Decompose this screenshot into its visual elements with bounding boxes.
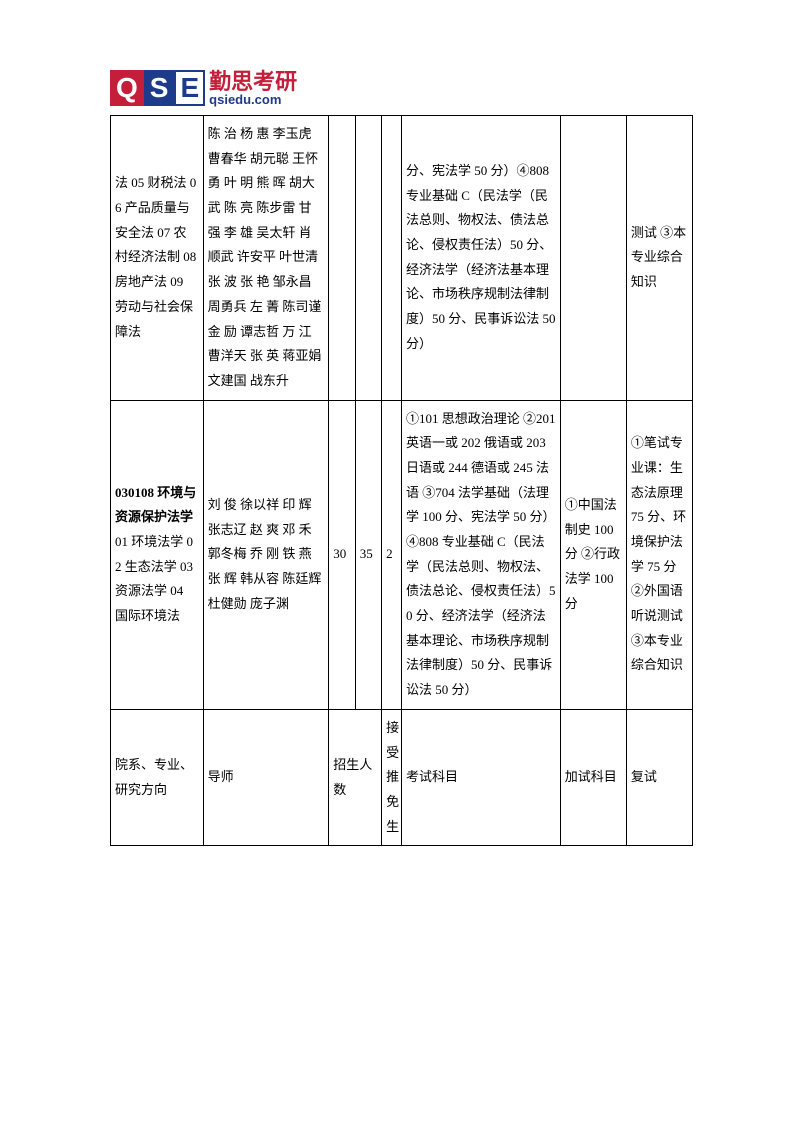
cell-tutor: 刘 俊 徐以祥 印 辉 张志辽 赵 爽 邓 禾 郭冬梅 乔 刚 铁 燕 张 辉 … bbox=[203, 400, 329, 709]
logo-icon: Q S E bbox=[110, 70, 205, 106]
header-num1: 招生人数 bbox=[329, 709, 382, 845]
header-exam: 考试科目 bbox=[401, 709, 560, 845]
cell-num1: 30 bbox=[329, 400, 355, 709]
cell-major: 法 05 财税法 06 产品质量与安全法 07 农村经济法制 08 房地产法 0… bbox=[111, 116, 204, 401]
cell-num3: 2 bbox=[382, 400, 402, 709]
table-row: 法 05 财税法 06 产品质量与安全法 07 农村经济法制 08 房地产法 0… bbox=[111, 116, 693, 401]
logo-text: 勤思考研 qsiedu.com bbox=[209, 71, 297, 106]
header-major: 院系、专业、研究方向 bbox=[111, 709, 204, 845]
header-retest: 复试 bbox=[626, 709, 692, 845]
header-tutor: 导师 bbox=[203, 709, 329, 845]
cell-exam: ①101 思想政治理论 ②201 英语一或 202 俄语或 203 日语或 24… bbox=[401, 400, 560, 709]
cell-num2: 35 bbox=[355, 400, 381, 709]
logo: Q S E 勤思考研 qsiedu.com bbox=[110, 70, 297, 106]
logo-q: Q bbox=[110, 70, 144, 106]
logo-e: E bbox=[174, 70, 205, 106]
cell-tutor: 陈 治 杨 惠 李玉虎 曹春华 胡元聪 王怀勇 叶 明 熊 晖 胡大武 陈 亮 … bbox=[203, 116, 329, 401]
cell-add bbox=[560, 116, 626, 401]
cell-num3 bbox=[382, 116, 402, 401]
major-bold: 030108 环境与资源保护法学 bbox=[115, 485, 196, 525]
cell-exam: 分、宪法学 50 分）④808 专业基础 C（民法学（民法总则、物权法、债法总论… bbox=[401, 116, 560, 401]
cell-num1 bbox=[329, 116, 355, 401]
table-row: 030108 环境与资源保护法学 01 环境法学 02 生态法学 03 资源法学… bbox=[111, 400, 693, 709]
header-add: 加试科目 bbox=[560, 709, 626, 845]
cell-major: 030108 环境与资源保护法学 01 环境法学 02 生态法学 03 资源法学… bbox=[111, 400, 204, 709]
cell-add: ①中国法制史 100 分 ②行政法学 100 分 bbox=[560, 400, 626, 709]
logo-s: S bbox=[144, 70, 175, 106]
logo-url: qsiedu.com bbox=[209, 93, 297, 106]
table-header-row: 院系、专业、研究方向 导师 招生人数 接受推免生 考试科目 加试科目 复试 bbox=[111, 709, 693, 845]
cell-num2 bbox=[355, 116, 381, 401]
program-table: 法 05 财税法 06 产品质量与安全法 07 农村经济法制 08 房地产法 0… bbox=[110, 115, 693, 846]
logo-cn: 勤思考研 bbox=[209, 71, 297, 93]
cell-retest: 测试 ③本专业综合知识 bbox=[626, 116, 692, 401]
major-rest: 01 环境法学 02 生态法学 03 资源法学 04 国际环境法 bbox=[115, 534, 193, 623]
cell-retest: ①笔试专业课：生态法原理 75 分、环境保护法学 75 分 ②外国语听说测试 ③… bbox=[626, 400, 692, 709]
header-num2: 接受推免生 bbox=[382, 709, 402, 845]
